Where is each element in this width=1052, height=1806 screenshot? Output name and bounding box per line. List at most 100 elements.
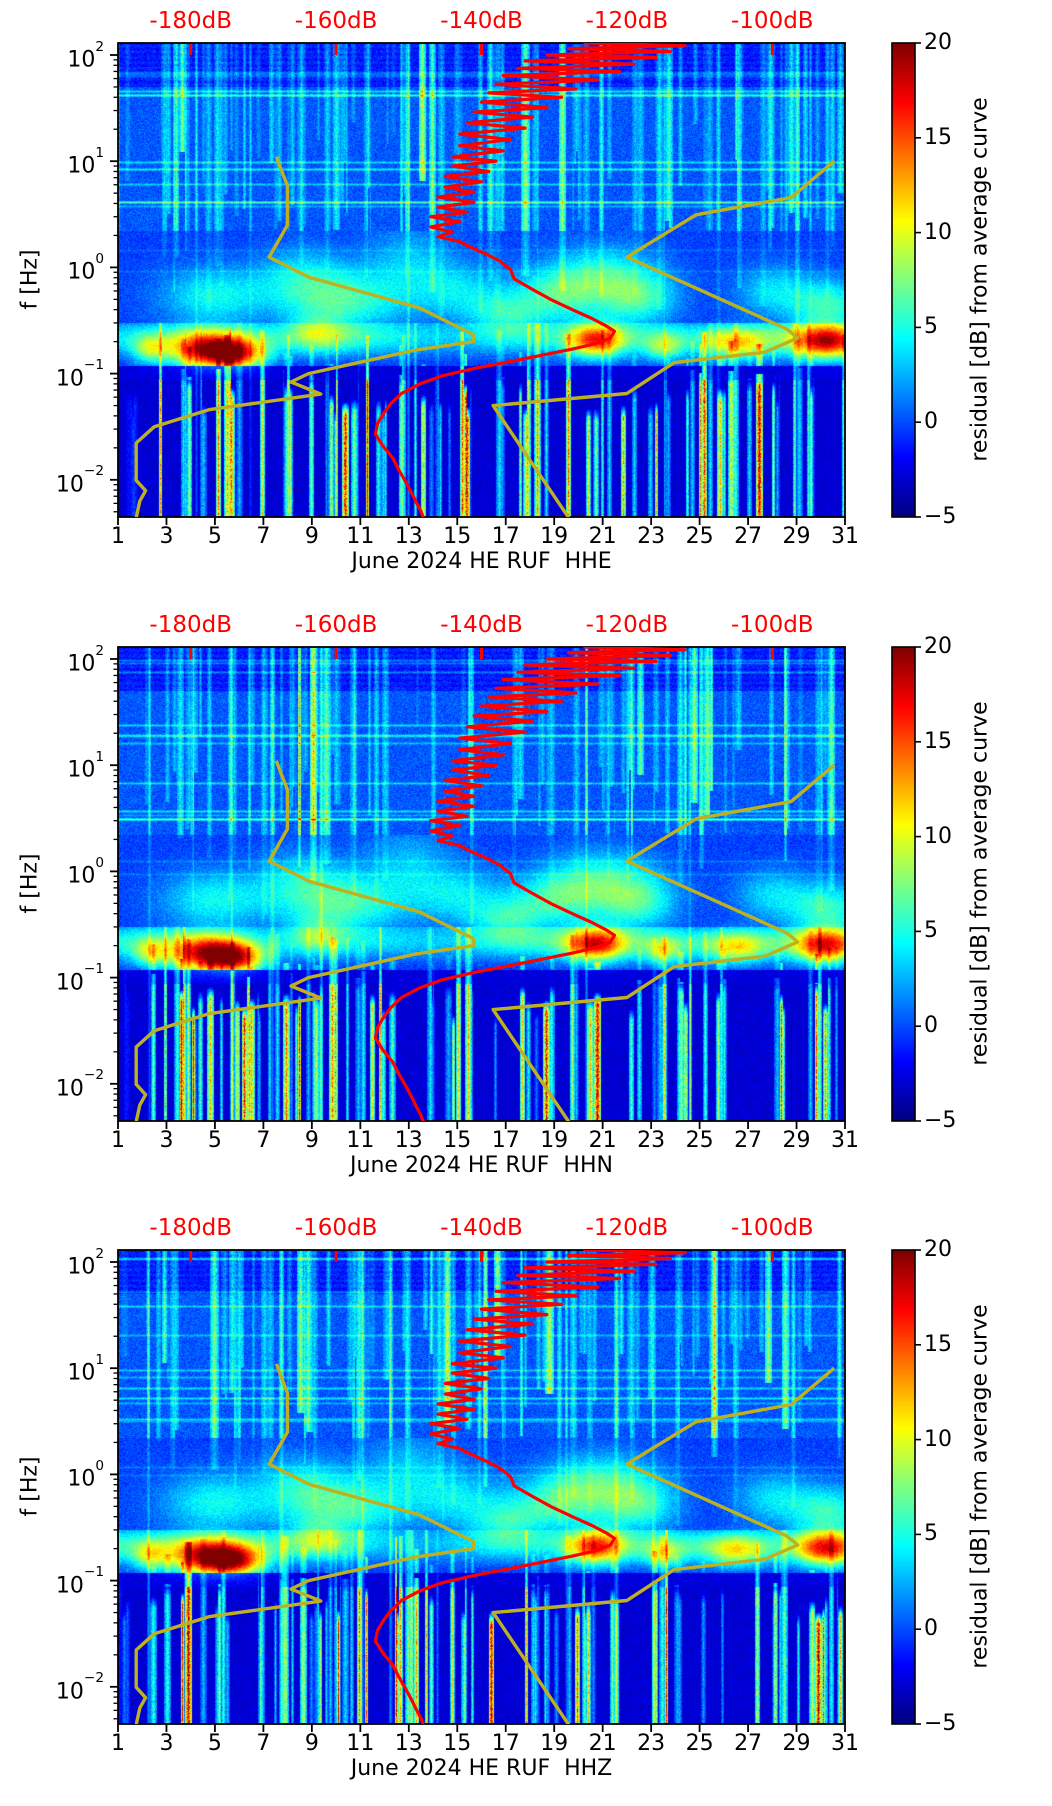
- x-tick-label: 7: [256, 524, 271, 549]
- panel-hhz: f [Hz] June 2024 HE RUF HHZ residual [dB…: [0, 1207, 1052, 1806]
- x-tick-label: 3: [159, 1128, 174, 1153]
- top-axis-db-label: -120dB: [585, 1215, 669, 1241]
- x-tick-label: 17: [491, 524, 520, 549]
- y-tick-exponent: −1: [83, 1564, 104, 1581]
- x-tick-label: 5: [207, 1731, 222, 1756]
- colorbar-tick-label: 0: [924, 409, 938, 435]
- y-tick-exponent: 1: [95, 748, 104, 765]
- x-tick-label: 29: [782, 524, 811, 549]
- x-tick-label: 5: [207, 1128, 222, 1153]
- y-tick-label: 100: [67, 854, 104, 889]
- x-tick-label: 31: [831, 1128, 859, 1153]
- colorbar-tick-label: 10: [924, 219, 952, 245]
- colorbar-hhz: [892, 1250, 915, 1724]
- colorbar-tick-label: 5: [924, 1521, 938, 1547]
- x-tick-label: 21: [588, 1128, 617, 1153]
- x-tick-label: 13: [394, 1731, 423, 1756]
- spectrogram-hhz: [118, 1250, 845, 1724]
- x-tick-label: 27: [734, 1128, 763, 1153]
- y-tick-exponent: −2: [83, 1670, 104, 1687]
- colorbar-tick-label: 20: [924, 634, 952, 659]
- y-tick-label: 101: [67, 1351, 104, 1386]
- y-tick-label: 10−1: [55, 1564, 104, 1598]
- x-tick-label: 13: [394, 524, 423, 549]
- y-tick-label: 101: [67, 144, 104, 179]
- x-tick-label: 1: [111, 1128, 125, 1153]
- x-tick-label: 15: [443, 1731, 472, 1756]
- spectrogram-hhn: [118, 647, 845, 1121]
- y-tick-exponent: 2: [95, 38, 104, 55]
- x-tick-label: 7: [256, 1128, 271, 1153]
- y-tick-exponent: −1: [83, 961, 104, 978]
- top-axis-db-label: -100dB: [731, 612, 814, 638]
- y-tick-exponent: −1: [83, 357, 104, 374]
- x-tick-label: 19: [540, 1128, 569, 1153]
- colorbar-hhn: [892, 647, 915, 1121]
- y-tick-label: 100: [67, 1457, 104, 1492]
- x-tick-label: 17: [491, 1731, 520, 1756]
- y-tick-label: 10−2: [55, 1670, 104, 1705]
- x-tick-label: 23: [637, 1731, 666, 1756]
- top-axis-db-label: -120dB: [585, 8, 669, 34]
- y-tick-exponent: 2: [95, 642, 104, 659]
- colorbar-tick-label: 15: [924, 124, 952, 150]
- x-tick-label: 31: [831, 1731, 859, 1756]
- x-tick-label: 27: [734, 524, 763, 549]
- colorbar-tick-label: 5: [924, 314, 938, 340]
- colorbar-tick-label: −5: [924, 1711, 957, 1736]
- colorbar-tick-label: 15: [924, 728, 952, 754]
- x-tick-label: 11: [346, 524, 375, 549]
- y-tick-label: 101: [67, 748, 104, 783]
- x-tick-label: 9: [304, 1731, 319, 1756]
- y-tick-label: 10−1: [55, 357, 104, 391]
- top-axis-db-label: -160dB: [294, 612, 378, 638]
- colorbar-hhe: [892, 43, 915, 517]
- x-tick-label: 5: [207, 524, 222, 549]
- x-axis-label: June 2024 HE RUF HHN: [350, 1153, 613, 1178]
- x-tick-label: 21: [588, 524, 617, 549]
- x-tick-label: 11: [346, 1128, 375, 1153]
- y-tick-exponent: 0: [95, 854, 104, 871]
- y-tick-label: 10−2: [55, 1067, 104, 1102]
- spectrogram-hhe: [118, 43, 845, 517]
- colorbar-tick-label: 10: [924, 1426, 952, 1452]
- top-axis-db-label: -180dB: [149, 612, 232, 638]
- colorbar-tick-label: 20: [924, 1237, 952, 1262]
- x-tick-label: 17: [491, 1128, 520, 1153]
- x-tick-label: 9: [304, 1128, 319, 1153]
- x-axis-label: June 2024 HE RUF HHE: [351, 549, 612, 574]
- x-axis-label: June 2024 HE RUF HHZ: [350, 1756, 613, 1781]
- colorbar-tick-label: −5: [924, 1108, 957, 1133]
- y-tick-label: 102: [67, 38, 104, 73]
- top-axis-db-label: -160dB: [294, 1215, 378, 1241]
- x-tick-label: 31: [831, 524, 859, 549]
- x-tick-label: 3: [159, 1731, 174, 1756]
- x-tick-label: 19: [540, 1731, 569, 1756]
- y-tick-label: 102: [67, 642, 104, 677]
- x-tick-label: 11: [346, 1731, 375, 1756]
- y-tick-exponent: −2: [83, 1067, 104, 1084]
- x-tick-label: 27: [734, 1731, 763, 1756]
- y-tick-exponent: 1: [95, 144, 104, 161]
- y-tick-label: 10−1: [55, 961, 104, 995]
- colorbar-tick-label: 0: [924, 1013, 938, 1039]
- colorbar-tick-label: 5: [924, 918, 938, 944]
- y-tick-exponent: 0: [95, 250, 104, 267]
- y-tick-label: 10−2: [55, 463, 104, 498]
- colorbar-tick-label: 15: [924, 1331, 952, 1357]
- x-tick-label: 19: [540, 524, 569, 549]
- x-tick-label: 25: [685, 1731, 714, 1756]
- colorbar-tick-label: −5: [924, 504, 957, 529]
- x-tick-label: 9: [304, 524, 319, 549]
- top-axis-db-label: -160dB: [294, 8, 378, 34]
- y-tick-exponent: −2: [83, 463, 104, 480]
- x-tick-label: 25: [685, 1128, 714, 1153]
- y-tick-label: 102: [67, 1245, 104, 1280]
- x-tick-label: 29: [782, 1128, 811, 1153]
- x-tick-label: 13: [394, 1128, 423, 1153]
- y-tick-exponent: 1: [95, 1351, 104, 1368]
- x-tick-label: 1: [111, 1731, 125, 1756]
- x-tick-label: 15: [443, 1128, 472, 1153]
- top-axis-db-label: -100dB: [731, 8, 814, 34]
